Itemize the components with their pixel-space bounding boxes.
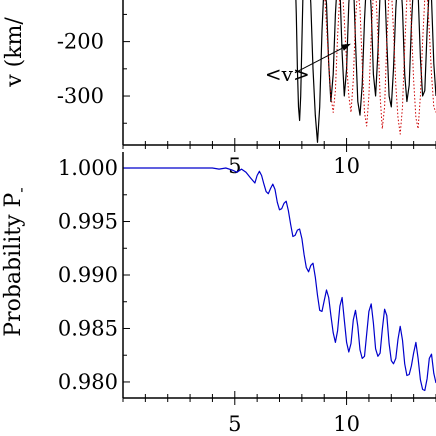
bottom-panel-y-tick-label: 0.985 xyxy=(58,316,118,340)
bottom-panel-x-tick-labels: 5 10 xyxy=(228,412,360,436)
bottom-panel-series xyxy=(123,167,436,392)
bottom-panel-y-tick-label: 1.000 xyxy=(58,156,118,180)
annotation-arrow xyxy=(294,46,346,74)
bottom-panel: Probability P- 1.000 0.995 0.990 0.985 0.980… xyxy=(1,152,436,436)
top-panel-series-line-1 xyxy=(295,0,436,143)
top-panel-y-tick-labels: -100-200-300 xyxy=(57,30,104,108)
top-panel-y-tick-label: -300 xyxy=(57,84,104,108)
bottom-panel-ticks xyxy=(122,167,436,405)
mean-velocity-label: <v> xyxy=(265,62,310,86)
top-panel-y-tick-label: -200 xyxy=(57,30,104,54)
bottom-panel-x-tick-label: 5 xyxy=(228,412,241,436)
annotation-arrow-head xyxy=(340,43,351,51)
bottom-panel-y-tick-label: 0.980 xyxy=(58,370,118,394)
bottom-panel-series-line-1 xyxy=(123,167,436,392)
bottom-panel-x-tick-label: 10 xyxy=(333,412,360,436)
top-panel-x-tick-label: 5 xyxy=(228,154,241,178)
bottom-panel-y-tick-labels: 1.000 0.995 0.990 0.985 0.980 xyxy=(58,156,118,394)
probability-label: Probability P xyxy=(1,193,26,337)
mean-velocity-annotation: <v> xyxy=(265,43,351,86)
top-panel: v (km/ -100-200-300 510 <v> xyxy=(2,0,436,178)
bottom-panel-y-tick-label: 0.995 xyxy=(58,210,118,234)
top-panel-y-axis-title: v (km/ xyxy=(2,17,27,88)
top-panel-series-line-2 xyxy=(324,0,436,135)
top-panel-series xyxy=(295,0,436,143)
probability-subscript: - xyxy=(11,187,30,192)
top-panel-x-tick-label: 10 xyxy=(333,154,360,178)
bottom-panel-y-tick-label: 0.990 xyxy=(58,263,118,287)
bottom-panel-y-axis-title: Probability P- xyxy=(1,187,30,336)
